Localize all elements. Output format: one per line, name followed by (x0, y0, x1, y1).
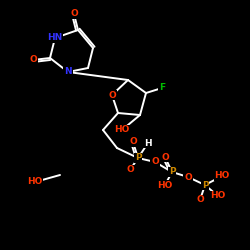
Text: P: P (169, 168, 175, 176)
Text: P: P (135, 154, 141, 162)
Text: F: F (159, 84, 165, 92)
Text: O: O (196, 196, 204, 204)
Text: O: O (29, 56, 37, 64)
Text: N: N (64, 68, 72, 76)
Text: HO: HO (114, 126, 130, 134)
Text: O: O (126, 166, 134, 174)
Text: H: H (144, 138, 152, 147)
Text: HN: HN (48, 34, 62, 42)
Text: HO: HO (27, 178, 43, 186)
Text: O: O (108, 90, 116, 100)
Text: O: O (151, 158, 159, 166)
Text: HO: HO (210, 192, 226, 200)
Text: HO: HO (214, 172, 230, 180)
Text: O: O (70, 10, 78, 18)
Text: O: O (184, 172, 192, 182)
Text: HO: HO (157, 180, 173, 190)
Text: O: O (161, 152, 169, 162)
Text: P: P (202, 180, 208, 190)
Text: O: O (129, 138, 137, 146)
